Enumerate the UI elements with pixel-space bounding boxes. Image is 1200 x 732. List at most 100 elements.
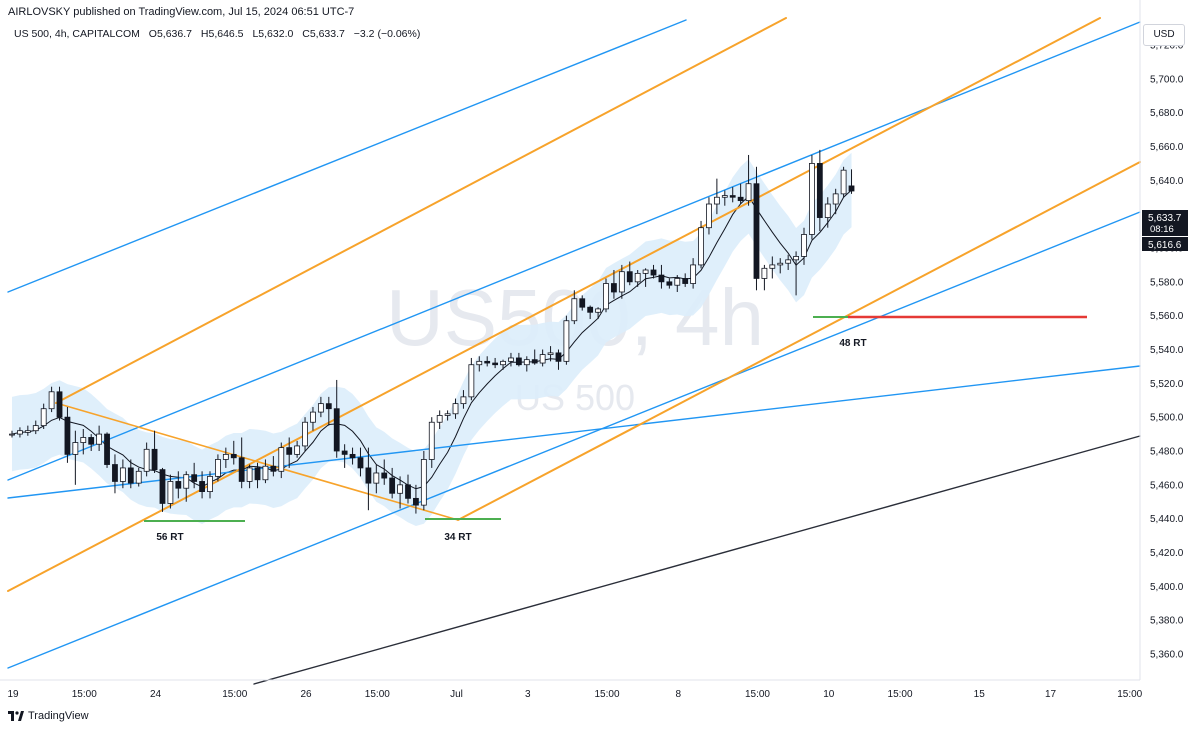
- candle[interactable]: [365, 447, 372, 511]
- candle[interactable]: [17, 427, 23, 438]
- candle[interactable]: [389, 467, 396, 499]
- candle[interactable]: [286, 437, 293, 468]
- candle[interactable]: [436, 410, 443, 430]
- currency-button[interactable]: USD: [1143, 24, 1185, 46]
- candle[interactable]: [24, 425, 31, 436]
- candle[interactable]: [119, 459, 126, 489]
- candle[interactable]: [769, 256, 776, 279]
- candle[interactable]: [397, 476, 403, 509]
- candle[interactable]: [207, 471, 213, 499]
- candle[interactable]: [381, 459, 388, 485]
- candle[interactable]: [721, 190, 728, 206]
- candle[interactable]: [302, 417, 308, 451]
- candle[interactable]: [650, 264, 657, 279]
- candle[interactable]: [460, 390, 467, 409]
- candle[interactable]: [737, 183, 744, 205]
- candle[interactable]: [492, 357, 499, 369]
- candle[interactable]: [785, 254, 792, 270]
- candle[interactable]: [531, 349, 538, 365]
- candle[interactable]: [745, 154, 752, 206]
- candle[interactable]: [254, 462, 261, 489]
- candle[interactable]: [761, 264, 768, 291]
- candle[interactable]: [32, 420, 39, 435]
- candle[interactable]: [215, 454, 221, 482]
- candle[interactable]: [626, 261, 633, 286]
- candle[interactable]: [658, 264, 665, 289]
- candle[interactable]: [230, 440, 237, 465]
- candle[interactable]: [515, 352, 522, 367]
- candle[interactable]: [151, 430, 158, 473]
- price-axis[interactable]: 5,360.0 5,380.0 5,400.0 5,420.0 5,440.0 5,460…: [1150, 41, 1184, 661]
- candle[interactable]: [563, 315, 570, 365]
- candle[interactable]: [634, 269, 641, 287]
- candle[interactable]: [349, 447, 356, 465]
- candle[interactable]: [127, 459, 134, 489]
- candle[interactable]: [809, 154, 815, 240]
- candle[interactable]: [159, 467, 166, 512]
- candle[interactable]: [539, 349, 546, 367]
- candle[interactable]: [9, 430, 15, 438]
- candle[interactable]: [706, 197, 712, 235]
- candle[interactable]: [222, 447, 229, 468]
- candle[interactable]: [508, 352, 514, 367]
- candle[interactable]: [191, 462, 198, 489]
- candle[interactable]: [682, 273, 689, 287]
- candle[interactable]: [801, 227, 807, 265]
- candle[interactable]: [199, 471, 205, 499]
- candle[interactable]: [840, 166, 847, 198]
- candle[interactable]: [373, 464, 380, 494]
- candle[interactable]: [444, 410, 451, 421]
- candle[interactable]: [143, 442, 150, 477]
- candle[interactable]: [428, 417, 435, 468]
- candle[interactable]: [357, 447, 364, 477]
- candle[interactable]: [587, 305, 594, 320]
- candle[interactable]: [183, 471, 190, 502]
- candle[interactable]: [500, 359, 506, 370]
- candle[interactable]: [729, 187, 736, 203]
- time-axis[interactable]: 19 15:00 24 15:00 26 15:00 Jul 3 15:00 8 15:00 10 15…: [7, 689, 1142, 700]
- candle[interactable]: [294, 440, 301, 458]
- candle[interactable]: [555, 349, 562, 370]
- candle[interactable]: [270, 456, 277, 477]
- candle[interactable]: [611, 269, 617, 299]
- candle[interactable]: [690, 258, 697, 289]
- candle[interactable]: [420, 451, 427, 511]
- candle[interactable]: [325, 396, 332, 426]
- candle[interactable]: [816, 149, 823, 232]
- candle[interactable]: [48, 386, 55, 413]
- candle[interactable]: [262, 459, 269, 484]
- candle[interactable]: [40, 403, 47, 430]
- candle[interactable]: [278, 442, 285, 479]
- candle[interactable]: [175, 471, 182, 499]
- candle[interactable]: [476, 356, 483, 372]
- candle[interactable]: [333, 379, 340, 458]
- candle[interactable]: [80, 429, 87, 455]
- orange-connector[interactable]: [55, 402, 459, 521]
- candle[interactable]: [579, 295, 586, 311]
- blue-channel-middle[interactable]: [7, 21, 1141, 481]
- candle[interactable]: [112, 454, 118, 494]
- candle[interactable]: [64, 407, 71, 463]
- blue-channel-lower[interactable]: [7, 211, 1141, 669]
- blue-channel-upper[interactable]: [7, 19, 687, 293]
- candle[interactable]: [698, 220, 704, 269]
- symbol-name[interactable]: US 500, 4h, CAPITALCOM: [14, 28, 140, 40]
- candle[interactable]: [642, 268, 649, 287]
- candle[interactable]: [317, 396, 324, 418]
- candle[interactable]: [238, 437, 245, 489]
- candle[interactable]: [753, 166, 760, 291]
- candle[interactable]: [167, 474, 174, 509]
- candle[interactable]: [832, 188, 839, 215]
- trendlines[interactable]: [7, 17, 1141, 685]
- candle[interactable]: [666, 278, 673, 289]
- candle[interactable]: [452, 398, 459, 419]
- candle[interactable]: [413, 484, 419, 514]
- orange-channel-middle[interactable]: [7, 17, 1101, 592]
- candle[interactable]: [56, 386, 63, 421]
- candle[interactable]: [246, 464, 253, 489]
- candle[interactable]: [72, 430, 79, 485]
- candles[interactable]: [9, 149, 855, 514]
- candle[interactable]: [848, 169, 855, 194]
- candle[interactable]: [595, 307, 601, 320]
